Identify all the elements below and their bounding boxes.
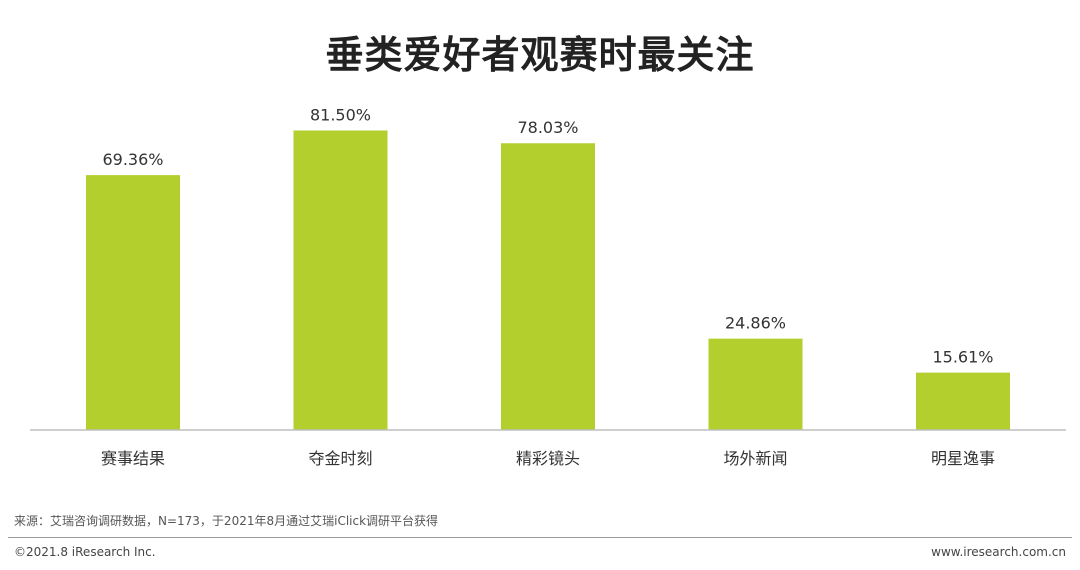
- category-label-0: 赛事结果: [101, 449, 165, 468]
- category-label-2: 精彩镜头: [516, 449, 580, 468]
- bar-1: [293, 130, 388, 431]
- bar-chart: 69.36% 赛事结果 81.50% 夺金时刻 78.03% 精彩镜头 24.86% 场外新闻…: [30, 105, 1066, 468]
- data-label-1: 81.50%: [310, 105, 371, 124]
- category-label-3: 场外新闻: [723, 449, 787, 468]
- data-label-4: 15.61%: [932, 348, 993, 367]
- bars-group: 69.36% 赛事结果 81.50% 夺金时刻 78.03% 精彩镜头 24.86% 场外新闻…: [86, 105, 1010, 468]
- website-text: www.iresearch.com.cn: [931, 545, 1066, 559]
- bar-0: [86, 175, 180, 430]
- bar-2: [501, 143, 595, 430]
- category-label-1: 夺金时刻: [308, 449, 372, 468]
- category-label-4: 明星逸事: [931, 449, 995, 468]
- copyright-text: ©2021.8 iResearch Inc.: [14, 545, 156, 559]
- data-label-0: 69.36%: [102, 150, 163, 169]
- chart-title: 垂类爱好者观赛时最关注: [325, 33, 755, 77]
- data-label-2: 78.03%: [517, 118, 578, 137]
- bar-3: [708, 338, 803, 430]
- source-note: 来源：艾瑞咨询调研数据，N=173，于2021年8月通过艾瑞iClick调研平台…: [14, 514, 439, 528]
- footer-divider: [8, 537, 1072, 538]
- data-label-3: 24.86%: [725, 314, 786, 333]
- bar-4: [916, 372, 1010, 430]
